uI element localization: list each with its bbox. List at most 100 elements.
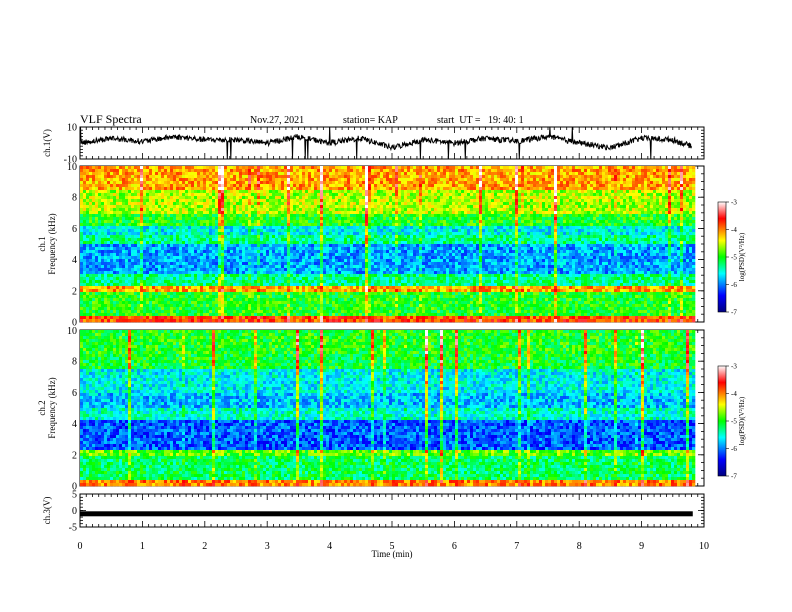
spec-cell: [539, 166, 543, 170]
spec-cell: [386, 214, 390, 218]
spec-cell: [125, 211, 129, 215]
spec-cell: [251, 202, 255, 206]
spec-cell: [494, 172, 498, 176]
spec-cell: [626, 214, 630, 218]
spec-cell: [584, 190, 588, 194]
spec-cell: [401, 187, 405, 191]
spec-cell: [221, 220, 225, 224]
spec-cell: [164, 178, 168, 182]
spec-cell: [437, 196, 441, 200]
spec-cell: [290, 205, 294, 209]
spec-cell: [593, 190, 597, 194]
spec-cell: [494, 169, 498, 173]
spec-cell: [233, 187, 237, 191]
spec-cell: [566, 199, 570, 203]
spec-cell: [539, 202, 543, 206]
spec-cell: [455, 196, 459, 200]
spec-cell: [332, 220, 336, 224]
spec-cell: [392, 181, 396, 185]
spec-cell: [371, 169, 375, 173]
spec-cell: [278, 190, 282, 194]
spec-cell: [356, 217, 360, 221]
spec-cell: [221, 166, 225, 170]
spec-cell: [344, 196, 348, 200]
spec-cell: [407, 169, 411, 173]
spec-cell: [644, 202, 648, 206]
spec-cell: [434, 172, 438, 176]
spec-cell: [149, 202, 153, 206]
spec-cell: [521, 184, 525, 188]
spec-cell: [206, 190, 210, 194]
spec-cell: [224, 223, 228, 227]
spec-cell: [665, 190, 669, 194]
spec-cell: [347, 187, 351, 191]
spec-cell: [89, 205, 93, 209]
spec-cell: [350, 181, 354, 185]
spec-cell: [446, 205, 450, 209]
spec-cell: [335, 169, 339, 173]
spec-cell: [302, 211, 306, 215]
spec-cell: [491, 175, 495, 179]
spec-cell: [356, 178, 360, 182]
spec-cell: [80, 217, 84, 221]
spec-cell: [647, 199, 651, 203]
spec-cell: [578, 187, 582, 191]
spec-cell: [113, 205, 117, 209]
spec-cell: [467, 187, 471, 191]
spec-cell: [647, 220, 651, 224]
spec-cell: [392, 190, 396, 194]
spec-cell: [596, 181, 600, 185]
spec-cell: [236, 217, 240, 221]
spec-cell: [392, 211, 396, 215]
spec-cell: [389, 220, 393, 224]
spec-cell: [80, 178, 84, 182]
spec-cell: [398, 205, 402, 209]
spec-cell: [506, 181, 510, 185]
spec-cell: [164, 190, 168, 194]
spec-cell: [104, 208, 108, 212]
spec-cell: [368, 172, 372, 176]
spec-cell: [632, 175, 636, 179]
spec-cell: [287, 187, 291, 191]
spec-cell: [143, 214, 147, 218]
spec-cell: [356, 199, 360, 203]
spec-cell: [347, 217, 351, 221]
spec-cell: [602, 181, 606, 185]
spec-cell: [656, 181, 660, 185]
spec-cell: [269, 187, 273, 191]
spec-cell: [383, 220, 387, 224]
spec-cell: [266, 193, 270, 197]
spec-cell: [164, 208, 168, 212]
spec-cell: [443, 184, 447, 188]
spec-cell: [296, 166, 300, 170]
spec-cell: [134, 172, 138, 176]
spec-cell: [83, 223, 87, 227]
spec-cell: [284, 193, 288, 197]
spec-cell: [359, 175, 363, 179]
spec-cell: [494, 211, 498, 215]
spec-cell: [251, 220, 255, 224]
spec-cell: [497, 205, 501, 209]
spec-cell: [311, 220, 315, 224]
spec-cell: [167, 190, 171, 194]
spec-cell: [248, 202, 252, 206]
spec-cell: [167, 166, 171, 170]
spec-cell: [596, 175, 600, 179]
spec-cell: [242, 211, 246, 215]
spec-cell: [155, 199, 159, 203]
spec-cell: [659, 193, 663, 197]
spec-cell: [353, 208, 357, 212]
spec-cell: [392, 220, 396, 224]
spec-cell: [362, 190, 366, 194]
spec-cell: [560, 175, 564, 179]
spec-cell: [140, 181, 144, 185]
spec-cell: [551, 178, 555, 182]
spec-cell: [311, 187, 315, 191]
spec-cell: [113, 166, 117, 170]
spec-cell: [104, 172, 108, 176]
spec-cell: [164, 223, 168, 227]
spec-cell: [185, 193, 189, 197]
spec-cell: [656, 199, 660, 203]
spec-cell: [155, 172, 159, 176]
